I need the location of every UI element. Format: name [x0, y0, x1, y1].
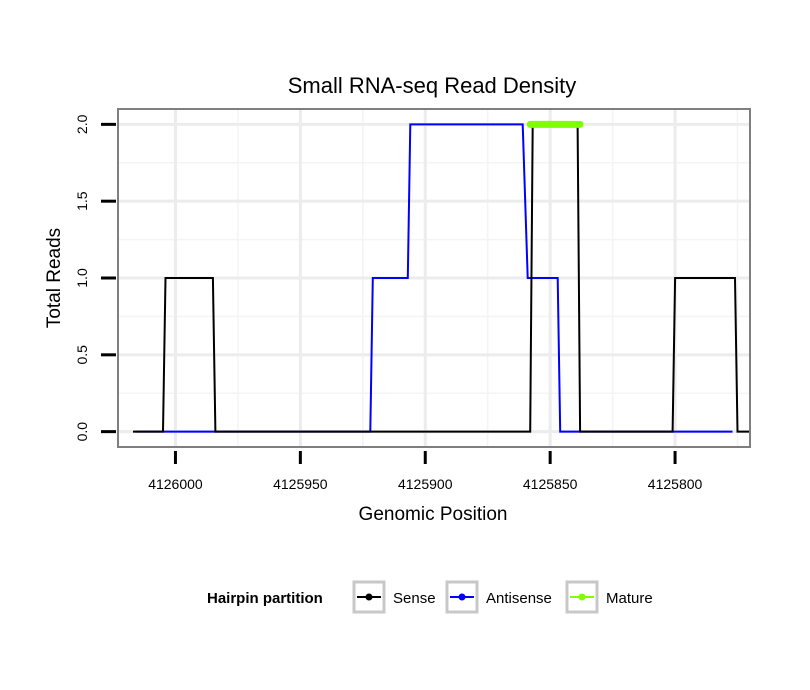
x-tick-label: 4126000 — [148, 476, 203, 492]
legend: Hairpin partition Sense Antisense Mature — [207, 580, 653, 614]
x-tick-label: 4125950 — [273, 476, 328, 492]
x-axis-ticks: 4126000 4125950 4125900 4125850 4125800 — [148, 451, 703, 492]
y-tick-label: 1.5 — [74, 191, 90, 211]
chart-title: Small RNA-seq Read Density — [288, 73, 577, 98]
x-tick-label: 4125800 — [648, 476, 703, 492]
legend-item-sense: Sense — [352, 580, 436, 614]
y-axis-ticks: 0.0 0.5 1.0 1.5 2.0 — [74, 114, 116, 441]
legend-title: Hairpin partition — [207, 590, 323, 607]
data-series — [133, 120, 750, 433]
legend-key-point — [458, 593, 466, 601]
x-axis-label: Genomic Position — [359, 504, 508, 525]
y-tick-label: 1.0 — [74, 268, 90, 288]
y-tick-label: 0.0 — [74, 422, 90, 442]
x-tick-label: 4125900 — [398, 476, 453, 492]
y-axis-label: Total Reads — [44, 228, 65, 328]
legend-label: Sense — [393, 590, 436, 607]
x-tick-label: 4125850 — [523, 476, 578, 492]
y-tick-label: 0.5 — [74, 345, 90, 365]
plot-border — [117, 108, 751, 448]
legend-label: Antisense — [486, 590, 552, 607]
legend-label: Mature — [606, 590, 653, 607]
legend-key-point — [365, 593, 373, 601]
y-tick-label: 2.0 — [74, 114, 90, 134]
legend-key-point — [578, 593, 586, 601]
legend-item-mature: Mature — [565, 580, 653, 614]
series-line-antisense — [135, 123, 733, 433]
legend-item-antisense: Antisense — [445, 580, 552, 614]
